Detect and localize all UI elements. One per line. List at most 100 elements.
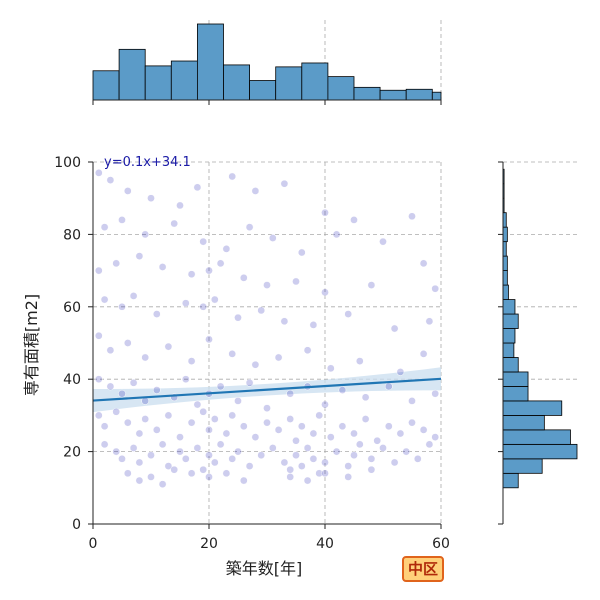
scatter-point bbox=[396, 368, 405, 376]
scatter-point bbox=[129, 292, 138, 300]
scatter-point bbox=[309, 429, 318, 438]
scatter-point bbox=[263, 418, 271, 427]
tick-labels: 0 20 40 60 0 20 40 60 80 100 bbox=[54, 155, 450, 552]
scatter-point bbox=[419, 259, 428, 268]
scatter-point bbox=[228, 350, 237, 358]
regression-line-group bbox=[92, 377, 442, 402]
scatter-point bbox=[361, 393, 370, 402]
scatter-point bbox=[321, 400, 329, 409]
scatter-point bbox=[94, 266, 103, 275]
scatter-point bbox=[205, 335, 213, 344]
scatter-point bbox=[286, 415, 295, 423]
scatter-point bbox=[205, 266, 213, 275]
scatter-point bbox=[286, 473, 295, 481]
scatter-point bbox=[123, 469, 132, 478]
scatter-point bbox=[303, 346, 312, 355]
scatter-point bbox=[164, 342, 173, 351]
scatter-point bbox=[286, 465, 295, 474]
x-tick-label: 40 bbox=[316, 536, 334, 552]
y-hist-bar bbox=[502, 371, 529, 387]
x-hist-bar bbox=[144, 65, 172, 101]
scatter-point bbox=[147, 451, 155, 460]
x-hist-bar bbox=[353, 86, 381, 101]
main-axes bbox=[88, 161, 442, 529]
scatter-point bbox=[384, 382, 393, 391]
scatter-point bbox=[408, 212, 416, 221]
y-hist-bar bbox=[502, 458, 543, 474]
scatter-point bbox=[170, 465, 179, 474]
scatter-point bbox=[315, 469, 324, 478]
scatter-point bbox=[228, 172, 237, 181]
x-hist-bar bbox=[196, 23, 224, 101]
x-hist-bar bbox=[301, 62, 329, 101]
scatter-point bbox=[170, 219, 179, 228]
scatter-point bbox=[193, 400, 202, 409]
scatter-point bbox=[158, 263, 167, 271]
scatter-point bbox=[355, 357, 364, 365]
scatter-point bbox=[344, 473, 353, 481]
scatter-point bbox=[239, 273, 248, 282]
scatter-point bbox=[355, 440, 364, 449]
scatter-point bbox=[274, 353, 283, 362]
scatter-point bbox=[141, 353, 150, 362]
x-tick-label: 0 bbox=[89, 536, 98, 552]
scatter-point bbox=[100, 295, 109, 304]
scatter-point bbox=[338, 422, 347, 431]
x-hist-bar bbox=[431, 91, 442, 101]
scatter-point bbox=[199, 407, 208, 416]
y-hist-bar bbox=[502, 313, 519, 329]
scatter-point bbox=[338, 386, 347, 394]
scatter-point bbox=[94, 331, 103, 340]
scatter-point bbox=[332, 447, 341, 456]
y-tick-label: 0 bbox=[72, 517, 81, 533]
scatter-point bbox=[321, 469, 329, 478]
scatter-point bbox=[292, 436, 300, 445]
scatter-point bbox=[280, 458, 289, 467]
scatter-point bbox=[297, 462, 306, 470]
scatter-point bbox=[199, 465, 208, 474]
scatter-point bbox=[176, 447, 184, 456]
scatter-point bbox=[332, 230, 341, 239]
scatter-point bbox=[210, 415, 219, 423]
y-hist-bar bbox=[502, 226, 508, 243]
scatter-point bbox=[309, 454, 318, 463]
scatter-point bbox=[263, 404, 271, 413]
scatter-point bbox=[367, 465, 376, 474]
scatter-point bbox=[419, 350, 428, 358]
scatter-point bbox=[135, 458, 144, 467]
scatter-point bbox=[222, 245, 231, 253]
scatter-point bbox=[280, 317, 289, 326]
scatter-point bbox=[263, 281, 271, 289]
x-hist-bar bbox=[92, 70, 120, 101]
scatter-point bbox=[205, 451, 213, 460]
scatter-point bbox=[164, 411, 173, 420]
y-tick-label: 20 bbox=[63, 445, 81, 461]
scatter-point bbox=[274, 426, 283, 434]
scatter-point bbox=[106, 382, 115, 391]
x-hist-bar bbox=[379, 89, 407, 101]
scatter-point bbox=[431, 284, 440, 293]
scatter-point bbox=[158, 480, 167, 489]
scatter-point bbox=[367, 281, 376, 289]
scatter-point bbox=[280, 179, 289, 188]
scatter-point bbox=[118, 216, 126, 224]
scatter-point bbox=[309, 321, 318, 329]
scatter-point bbox=[112, 447, 121, 456]
scatter-point bbox=[94, 169, 103, 177]
scatter-point bbox=[222, 469, 231, 478]
x-hist-bar bbox=[275, 66, 303, 101]
scatter-point bbox=[245, 462, 254, 470]
scatter-point bbox=[384, 422, 393, 431]
x-hist-bar bbox=[118, 48, 146, 101]
scatter-point bbox=[297, 422, 306, 431]
x-hist-bar bbox=[249, 80, 277, 101]
scatter-point bbox=[257, 451, 266, 460]
y-hist-bar bbox=[502, 342, 515, 358]
scatter-point bbox=[303, 444, 312, 452]
scatter-point bbox=[187, 357, 196, 365]
scatter-point bbox=[408, 397, 416, 405]
scatter-point bbox=[100, 440, 109, 449]
scatter-point bbox=[193, 183, 202, 192]
x-hist-bar bbox=[223, 64, 251, 101]
scatter-point bbox=[268, 234, 277, 242]
